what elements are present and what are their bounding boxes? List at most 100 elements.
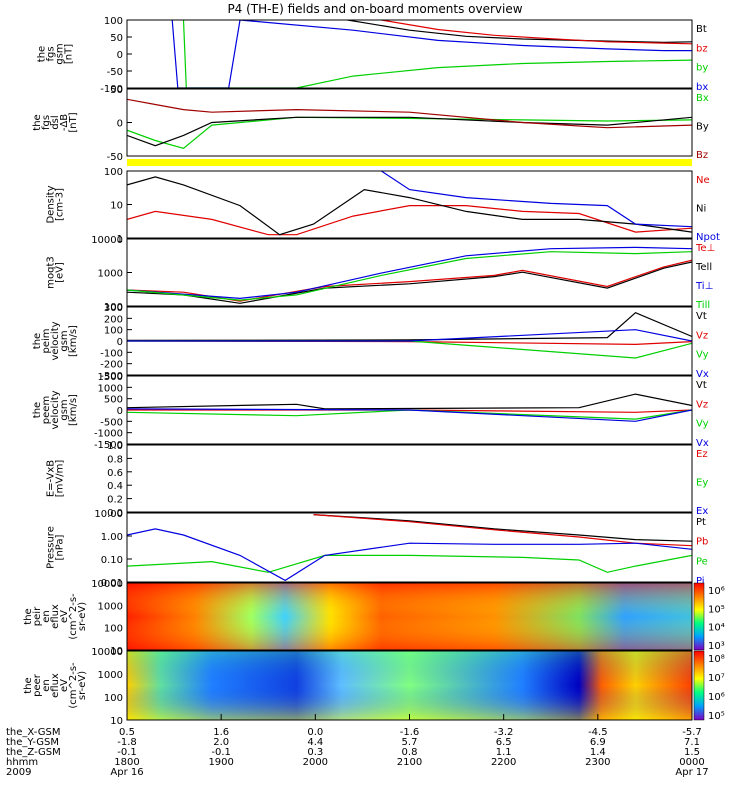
legend-entry: Vt (696, 380, 707, 391)
series-vy-line (127, 409, 692, 420)
series-by-line (182, 20, 692, 88)
y-tick-label: 10 (110, 201, 123, 212)
legend-entry: Bz (696, 150, 708, 161)
panel-frame (126, 512, 693, 583)
y-tick-label: -1500 (94, 440, 123, 451)
legend-entry: Ex (696, 506, 708, 517)
legend-entry: Vz (696, 330, 708, 341)
series-vt-line (127, 312, 692, 341)
series-bz-line (381, 20, 692, 45)
y-tick-label: 0 (117, 50, 123, 61)
panel-ylabel: [nT] (68, 112, 79, 132)
legend-entry: Ne (696, 175, 710, 186)
panel-frame (126, 444, 693, 513)
x-tick-label: -4.5 (588, 727, 608, 738)
panel-ylabel: eflux (50, 604, 61, 629)
y-tick-label: 100 (104, 167, 123, 178)
panel-ylabel: dsl (50, 115, 61, 129)
legend-entry: bx (696, 82, 708, 93)
panel-ylabel: Density (46, 185, 57, 223)
y-tick-label: -100 (100, 348, 123, 359)
legend-entry: By (696, 122, 709, 133)
page-title: P4 (TH-E) fields and on-board moments ov… (227, 2, 522, 16)
yellow-status-bar (127, 159, 692, 166)
x-tick-label: 2200 (491, 757, 516, 768)
legend-entry: Ey (696, 478, 708, 489)
y-tick-label: 0.8 (107, 454, 123, 465)
y-tick-label: -50 (107, 67, 123, 78)
colorbar (693, 582, 705, 651)
x-tick-label: 0.5 (119, 727, 135, 738)
legend-entry: Bt (696, 24, 707, 35)
legend-entry: Ti⊥ (695, 281, 713, 292)
series-pb-line (313, 514, 692, 547)
x-tick-label: 2000 (303, 757, 328, 768)
y-tick-label: 0 (117, 406, 123, 417)
legend-entry: Till (695, 300, 710, 311)
y-tick-label: 0.0 (107, 508, 123, 519)
x-tick-label: 0000 (679, 757, 704, 768)
y-tick-label: -300 (100, 371, 123, 382)
x-tick-label: 6.5 (496, 737, 512, 748)
series-bz-line (127, 98, 692, 129)
spectrogram-overlay (127, 583, 692, 650)
x-tick-label: 2100 (397, 757, 422, 768)
panel-ylabel: fgs (46, 46, 57, 61)
series-npot-line (380, 171, 692, 228)
y-tick-label: 0.01 (101, 578, 123, 589)
x-row-label: the_Y-GSM (6, 737, 59, 748)
series-ti-line (127, 246, 692, 300)
y-tick-label: 10000 (91, 579, 123, 590)
panel-ylabel: (cm^2-s- (68, 593, 79, 640)
x-row-label: 2009 (6, 767, 31, 778)
panel-frame (126, 306, 693, 376)
x-row-label: hhmm (6, 757, 38, 768)
legend-entry: by (696, 63, 708, 74)
x-row-label: the_Z-GSM (6, 747, 61, 758)
legend-entry: bz (696, 43, 708, 54)
y-tick-label: 0.2 (107, 495, 123, 506)
panel-ylabel: peer (32, 673, 43, 697)
y-tick-label: 100 (104, 302, 123, 313)
panel-ylabel: velocity (50, 321, 61, 360)
panel-ylabel: [nT] (64, 44, 75, 64)
colorbar-label: 10⁵ (708, 711, 725, 722)
y-tick-label: 500 (104, 395, 123, 406)
x-tick-label: -0.1 (117, 747, 137, 758)
y-tick-label: 1500 (98, 372, 123, 383)
x-tick-label: Apr 16 (110, 767, 143, 778)
panel-ylabel: peim (41, 328, 52, 353)
panel-ylabel: en (41, 679, 52, 692)
colorbar-label: 10⁴ (708, 623, 725, 634)
y-tick-label: -100 (100, 84, 123, 95)
panel-frame (126, 88, 693, 157)
x-tick-label: -5.7 (682, 727, 702, 738)
x-tick-label: 5.7 (402, 737, 418, 748)
y-tick-label: -200 (100, 360, 123, 371)
x-tick-label: 1.1 (496, 747, 512, 758)
legend-entry: Vy (696, 419, 709, 430)
y-tick-label: 1.0 (107, 441, 123, 452)
series-tell-line (127, 261, 692, 304)
x-tick-label: 0.0 (307, 727, 323, 738)
panel-ylabel: the (32, 333, 43, 349)
y-tick-label: 50 (110, 85, 123, 96)
panel-ylabel: the (37, 46, 48, 62)
panel-ylabel: sr-eV) (77, 671, 88, 700)
panel-ylabel: [nPa] (55, 534, 66, 560)
x-tick-label: -3.2 (494, 727, 514, 738)
spectrogram-overlay (127, 651, 692, 720)
panel-ylabel: [km/s] (68, 394, 79, 426)
x-tick-label: -0.1 (211, 747, 231, 758)
panel-ylabel: [cm-3] (55, 188, 66, 221)
y-tick-label: 1000 (98, 269, 123, 280)
panel-ylabel: (cm^2-s- (68, 662, 79, 709)
y-tick-label: 10 (110, 646, 123, 657)
panel-ylabel: [km/s] (68, 325, 79, 357)
legend-entry: Npot (696, 232, 720, 243)
series-ne-line (127, 205, 692, 236)
panel-ylabel: -ΔB (59, 114, 70, 131)
y-tick-label: -50 (107, 152, 123, 163)
colorbar (693, 650, 705, 721)
